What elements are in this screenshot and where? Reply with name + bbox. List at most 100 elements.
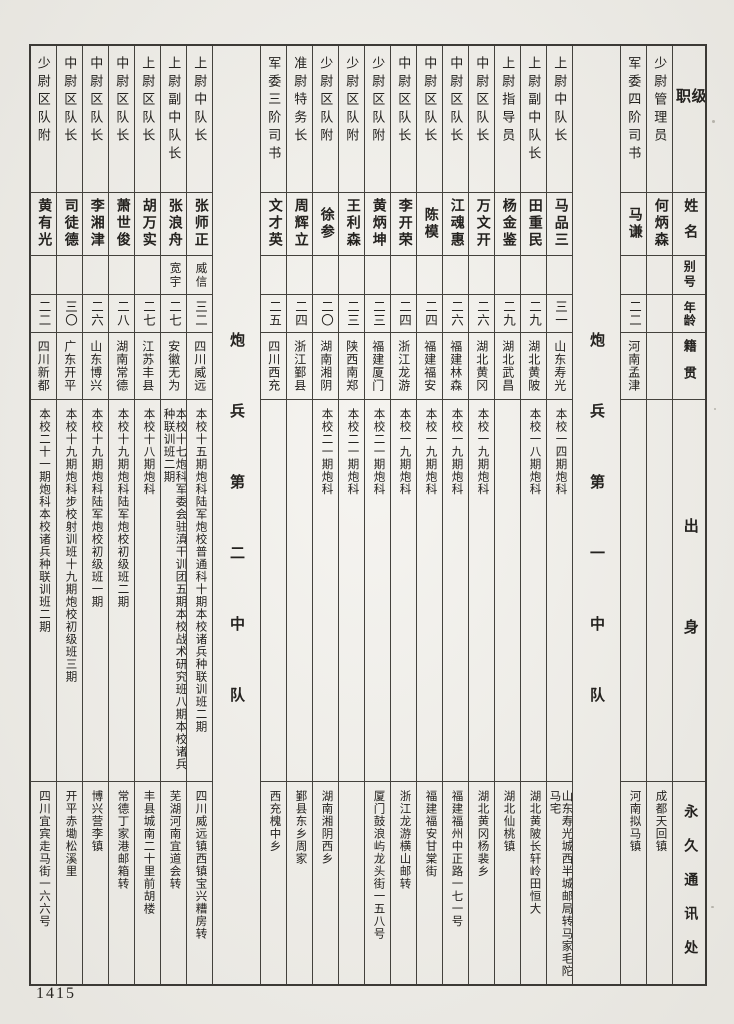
table-row: 少尉区队附 黄炳坤 二三 福建厦门 本校二一期炮科 厦门鼓浪屿龙头街一五八号 bbox=[364, 46, 390, 984]
address-cell: 厦门鼓浪屿龙头街一五八号 bbox=[372, 790, 385, 941]
name-cell: 陈模 bbox=[417, 193, 442, 256]
alias-cell bbox=[57, 256, 82, 296]
rank-cell: 上尉中队长 bbox=[187, 46, 212, 193]
address-cell: 湖北黄陂长轩岭田恒大 bbox=[528, 790, 541, 916]
header-age: 年龄 bbox=[673, 295, 705, 334]
alias-cell bbox=[495, 256, 520, 296]
name-cell: 马品三 bbox=[547, 193, 572, 256]
native-place-cell: 四川新都 bbox=[30, 333, 56, 401]
name-cell: 杨金鉴 bbox=[495, 193, 520, 256]
age-cell bbox=[647, 295, 672, 334]
name-cell: 张师正 bbox=[187, 193, 212, 256]
rank-cell: 上尉副中队长 bbox=[521, 46, 546, 193]
native-place-cell: 山东博兴 bbox=[83, 333, 108, 401]
age-cell: 二六 bbox=[443, 295, 468, 334]
table-row: 少尉区队附 徐参 二〇 湖南湘阴 本校二一期炮科 湖南湘阴西乡 bbox=[312, 46, 338, 984]
table-row: 军委四阶司书 马谦 二二 河南孟津 河南拟马镇 bbox=[620, 46, 646, 984]
alias-cell bbox=[365, 256, 390, 296]
name-cell: 黄有光 bbox=[30, 193, 56, 256]
origin-cell bbox=[647, 400, 672, 783]
alias-cell bbox=[287, 256, 312, 296]
origin-cell: 本校一八期炮科 bbox=[521, 400, 546, 783]
name-cell: 王利森 bbox=[339, 193, 364, 256]
native-place-cell: 河南孟津 bbox=[621, 333, 646, 401]
age-cell: 二六 bbox=[469, 295, 494, 334]
address-cell: 鄞县东乡周家 bbox=[294, 790, 307, 866]
name-cell: 文才英 bbox=[261, 193, 286, 256]
alias-cell bbox=[30, 256, 56, 296]
origin-cell: 本校十七炮科军委会驻滇干训团五期本校战术研究班八期本校诸兵种联训班二期 bbox=[161, 400, 186, 783]
address-cell: 湖北仙桃镇 bbox=[502, 790, 515, 853]
table-row: 少尉管理员 何炳森 成都天回镇 bbox=[646, 46, 672, 984]
native-place-cell: 湖北黄冈 bbox=[469, 333, 494, 401]
personnel-table: 级职 姓名 别号 年龄 籍贯 出身 永久通讯处 少尉管理员 何炳森 成都天回镇 … bbox=[29, 44, 707, 986]
origin-cell: 本校一九期炮科 bbox=[469, 400, 494, 783]
origin-cell bbox=[621, 400, 646, 783]
table-row: 中尉区队长 李开荣 二四 浙江龙游 本校一九期炮科 浙江龙游横山邮转 bbox=[390, 46, 416, 984]
alias-cell bbox=[83, 256, 108, 296]
name-cell: 万文开 bbox=[469, 193, 494, 256]
alias-cell: 威信 bbox=[187, 256, 212, 296]
name-cell: 何炳森 bbox=[647, 193, 672, 256]
origin-cell: 本校一四期炮科 bbox=[547, 400, 572, 783]
native-place-cell: 四川西充 bbox=[261, 333, 286, 401]
native-place-cell: 江苏丰县 bbox=[135, 333, 160, 401]
native-place-cell: 湖北黄陂 bbox=[521, 333, 546, 401]
origin-cell: 本校十九期炮科步校射训班十九期炮校初级班三期 bbox=[57, 400, 82, 783]
native-place-cell: 安徽无为 bbox=[161, 333, 186, 401]
name-cell: 胡万实 bbox=[135, 193, 160, 256]
rank-cell: 中尉区队长 bbox=[83, 46, 108, 193]
origin-cell: 本校二一期炮科 bbox=[365, 400, 390, 783]
native-place-cell: 湖南湘阴 bbox=[313, 333, 338, 401]
native-place-cell: 福建福安 bbox=[417, 333, 442, 401]
age-cell: 二六 bbox=[83, 295, 108, 334]
address-cell bbox=[339, 782, 364, 984]
age-cell: 二二 bbox=[621, 295, 646, 334]
origin-cell: 本校十五期炮科陆军炮校普通科十期本校诸兵种联训班二期 bbox=[187, 400, 212, 783]
alias-cell bbox=[521, 256, 546, 296]
table-row: 上尉副中队长 田重民 二九 湖北黄陂 本校一八期炮科 湖北黄陂长轩岭田恒大 bbox=[520, 46, 546, 984]
rank-cell: 少尉区队附 bbox=[339, 46, 364, 193]
origin-cell: 本校二十一期炮科本校诸兵种联训班二期 bbox=[30, 400, 56, 783]
rank-cell: 少尉区队附 bbox=[365, 46, 390, 193]
alias-cell bbox=[621, 256, 646, 296]
address-cell: 博兴营李镇 bbox=[90, 790, 103, 853]
rank-cell: 少尉区队附 bbox=[313, 46, 338, 193]
name-cell: 黄炳坤 bbox=[365, 193, 390, 256]
rank-cell: 上尉区队长 bbox=[135, 46, 160, 193]
age-cell: 二七 bbox=[135, 295, 160, 334]
address-cell: 福建福安甘棠街 bbox=[424, 790, 437, 878]
address-cell: 常德丁家港邮箱转 bbox=[116, 790, 129, 891]
native-place-cell: 福建林森 bbox=[443, 333, 468, 401]
native-place-cell: 陕西南郑 bbox=[339, 333, 364, 401]
address-cell: 开平赤墈松溪里 bbox=[64, 790, 77, 878]
scan-speck bbox=[714, 408, 716, 410]
age-cell: 二九 bbox=[495, 295, 520, 334]
table-row: 中尉区队长 陈模 二四 福建福安 本校一九期炮科 福建福安甘棠街 bbox=[416, 46, 442, 984]
address-cell: 四川宜宾走马街一六六号 bbox=[37, 790, 50, 928]
alias-cell bbox=[391, 256, 416, 296]
age-cell: 二八 bbox=[109, 295, 134, 334]
age-cell: 二四 bbox=[417, 295, 442, 334]
table-row: 上尉区队长 胡万实 二七 江苏丰县 本校十八期炮科 丰县城南二十里前胡楼 bbox=[134, 46, 160, 984]
table-row: 上尉中队长 马品三 三一 山东寿光 本校一四期炮科 山东寿光城西半城邮局转马家毛… bbox=[546, 46, 572, 984]
native-place-cell: 山东寿光 bbox=[547, 333, 572, 401]
table-row: 中尉区队长 江魂惠 二六 福建林森 本校一九期炮科 福建福州中正路一七一号 bbox=[442, 46, 468, 984]
table-row: 准尉特务长 周辉立 二四 浙江鄞县 鄞县东乡周家 bbox=[286, 46, 312, 984]
age-cell: 三〇 bbox=[57, 295, 82, 334]
alias-cell bbox=[109, 256, 134, 296]
address-cell: 山东寿光城西半城邮局转马家毛陀马宅 bbox=[548, 790, 573, 978]
rank-cell: 少尉管理员 bbox=[647, 46, 672, 193]
name-cell: 徐参 bbox=[313, 193, 338, 256]
rank-cell: 军委四阶司书 bbox=[621, 46, 646, 193]
table-row: 中尉区队长 司徒德 三〇 广东开平 本校十九期炮科步校射训班十九期炮校初级班三期… bbox=[56, 46, 82, 984]
age-cell: 三二 bbox=[187, 295, 212, 334]
native-place-cell: 广东开平 bbox=[57, 333, 82, 401]
age-cell: 二三 bbox=[339, 295, 364, 334]
rank-cell: 中尉区队长 bbox=[57, 46, 82, 193]
name-cell: 司徒德 bbox=[57, 193, 82, 256]
age-cell: 二三 bbox=[365, 295, 390, 334]
table-row: 中尉区队长 李湘津 二六 山东博兴 本校十九期炮科陆军炮校初级班一期 博兴营李镇 bbox=[82, 46, 108, 984]
header-origin: 出身 bbox=[673, 400, 705, 783]
